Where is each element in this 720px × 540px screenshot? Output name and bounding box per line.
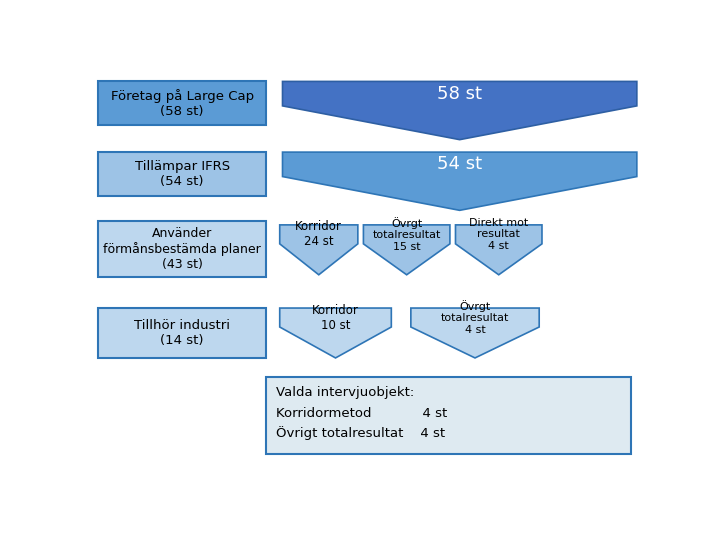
Text: Korridor
10 st: Korridor 10 st xyxy=(312,303,359,332)
Polygon shape xyxy=(456,225,542,275)
Polygon shape xyxy=(282,82,637,140)
Text: Korridormetod            4 st: Korridormetod 4 st xyxy=(276,407,447,420)
Text: Övrigt totalresultat    4 st: Övrigt totalresultat 4 st xyxy=(276,427,445,440)
Text: Använder
förmånsbestämda planer
(43 st): Använder förmånsbestämda planer (43 st) xyxy=(103,227,261,271)
Polygon shape xyxy=(364,225,450,275)
FancyBboxPatch shape xyxy=(99,308,266,358)
Text: Tillhör industri
(14 st): Tillhör industri (14 st) xyxy=(134,319,230,347)
Text: Övrgt
totalresultat
15 st: Övrgt totalresultat 15 st xyxy=(372,217,441,252)
FancyBboxPatch shape xyxy=(99,82,266,125)
Text: Företag på Large Cap
(58 st): Företag på Large Cap (58 st) xyxy=(110,89,253,118)
Text: Tillämpar IFRS
(54 st): Tillämpar IFRS (54 st) xyxy=(135,160,230,188)
Polygon shape xyxy=(280,225,358,275)
Text: Direkt mot
resultat
4 st: Direkt mot resultat 4 st xyxy=(469,218,528,251)
FancyBboxPatch shape xyxy=(99,221,266,277)
FancyBboxPatch shape xyxy=(99,152,266,196)
Text: Valda intervjuobjekt:: Valda intervjuobjekt: xyxy=(276,386,414,400)
Text: Övrgt
totalresultat
4 st: Övrgt totalresultat 4 st xyxy=(441,300,509,335)
Text: Korridor
24 st: Korridor 24 st xyxy=(295,220,342,248)
Polygon shape xyxy=(411,308,539,358)
FancyBboxPatch shape xyxy=(266,377,631,454)
Polygon shape xyxy=(282,152,637,210)
Text: 54 st: 54 st xyxy=(437,156,482,173)
Text: 58 st: 58 st xyxy=(437,85,482,103)
Polygon shape xyxy=(280,308,392,358)
